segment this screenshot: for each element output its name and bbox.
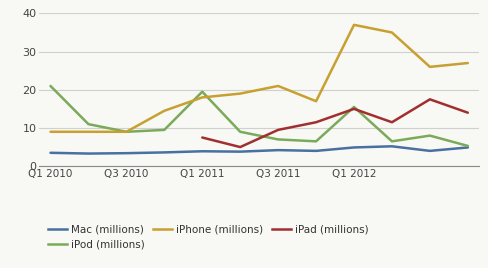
iPhone (millions) <box>47 130 53 133</box>
iPad (millions) <box>312 121 318 124</box>
Mac (millions) <box>199 150 205 153</box>
iPod (millions) <box>388 140 394 143</box>
iPad (millions) <box>199 136 205 139</box>
iPhone (millions) <box>123 130 129 133</box>
iPod (millions) <box>123 130 129 133</box>
iPod (millions) <box>464 144 470 147</box>
iPhone (millions) <box>275 84 281 88</box>
Line: iPod (millions): iPod (millions) <box>50 86 467 146</box>
iPod (millions) <box>161 128 167 132</box>
Mac (millions) <box>312 149 318 152</box>
Mac (millions) <box>237 150 243 153</box>
Mac (millions) <box>161 151 167 154</box>
iPad (millions) <box>464 111 470 114</box>
Mac (millions) <box>47 151 53 154</box>
iPod (millions) <box>312 140 318 143</box>
Mac (millions) <box>350 146 356 149</box>
iPad (millions) <box>388 121 394 124</box>
iPhone (millions) <box>312 100 318 103</box>
iPhone (millions) <box>426 65 432 68</box>
iPad (millions) <box>350 107 356 110</box>
Line: iPad (millions): iPad (millions) <box>202 99 467 147</box>
iPod (millions) <box>47 84 53 88</box>
iPhone (millions) <box>388 31 394 34</box>
iPhone (millions) <box>199 96 205 99</box>
iPod (millions) <box>350 105 356 109</box>
Mac (millions) <box>275 148 281 152</box>
iPhone (millions) <box>237 92 243 95</box>
iPhone (millions) <box>85 130 91 133</box>
iPad (millions) <box>237 146 243 149</box>
Line: iPhone (millions): iPhone (millions) <box>50 25 467 132</box>
iPod (millions) <box>237 130 243 133</box>
iPad (millions) <box>426 98 432 101</box>
iPod (millions) <box>85 122 91 126</box>
iPhone (millions) <box>161 109 167 112</box>
iPod (millions) <box>275 138 281 141</box>
Line: Mac (millions): Mac (millions) <box>50 146 467 154</box>
Mac (millions) <box>85 152 91 155</box>
Legend: Mac (millions), iPod (millions), iPhone (millions), iPad (millions): Mac (millions), iPod (millions), iPhone … <box>44 220 372 254</box>
iPod (millions) <box>199 90 205 93</box>
Mac (millions) <box>123 152 129 155</box>
Mac (millions) <box>464 146 470 149</box>
iPod (millions) <box>426 134 432 137</box>
iPad (millions) <box>275 128 281 132</box>
Mac (millions) <box>388 145 394 148</box>
iPhone (millions) <box>464 61 470 65</box>
iPhone (millions) <box>350 23 356 27</box>
Mac (millions) <box>426 149 432 152</box>
